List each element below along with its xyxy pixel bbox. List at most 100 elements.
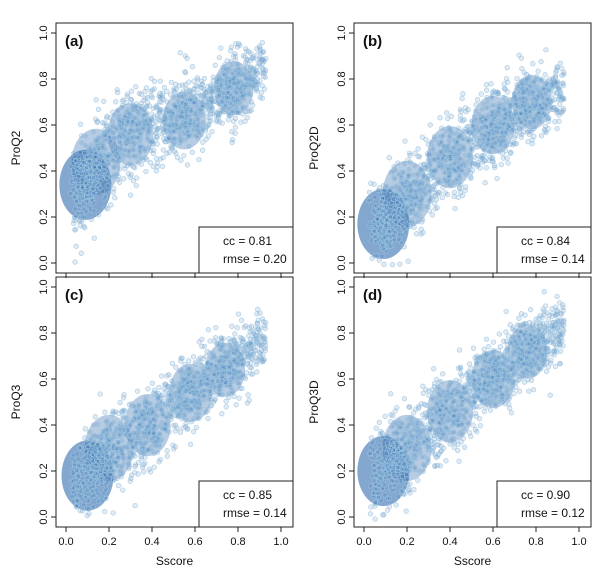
- scatter-point: [124, 99, 130, 106]
- scatter-point: [544, 97, 551, 103]
- scatter-point: [233, 402, 239, 408]
- scatter-point: [175, 107, 181, 114]
- scatter-point: [250, 55, 256, 61]
- scatter-point: [439, 194, 445, 201]
- scatter-point: [413, 231, 420, 237]
- scatter-point: [392, 176, 398, 182]
- scatter-point: [254, 79, 261, 86]
- scatter-point: [186, 358, 192, 364]
- scatter-point: [190, 127, 196, 134]
- scatter-point: [446, 166, 452, 172]
- scatter-point: [251, 330, 257, 336]
- scatter-point: [195, 135, 201, 141]
- scatter-point: [489, 93, 495, 100]
- scatter-point: [238, 317, 245, 323]
- scatter-point: [203, 93, 209, 99]
- scatter-point: [437, 159, 444, 165]
- scatter-point: [248, 323, 255, 329]
- scatter-point: [377, 185, 383, 191]
- scatter-point: [166, 122, 173, 128]
- scatter-point: [167, 413, 173, 419]
- scatter-point: [111, 164, 117, 171]
- scatter-point: [114, 151, 120, 157]
- scatter-point: [219, 411, 225, 417]
- scatter-point: [230, 86, 236, 92]
- scatter-point: [162, 421, 168, 427]
- scatter-point: [79, 218, 85, 225]
- scatter-point: [367, 511, 374, 517]
- scatter-point: [224, 74, 230, 81]
- y-tick-label: 0.2: [38, 463, 50, 478]
- scatter-point: [116, 179, 123, 185]
- scatter-point: [375, 187, 381, 194]
- scatter-point: [502, 148, 509, 154]
- scatter-point: [120, 487, 126, 493]
- scatter-point: [397, 261, 403, 267]
- scatter-point: [119, 470, 126, 476]
- scatter-point: [82, 495, 89, 501]
- scatter-point: [74, 467, 80, 473]
- scatter-point: [110, 510, 116, 516]
- scatter-point: [539, 105, 545, 112]
- scatter-point: [406, 150, 413, 156]
- scatter-point: [222, 66, 229, 72]
- scatter-point: [99, 145, 106, 151]
- scatter-point: [235, 354, 241, 360]
- scatter-point: [457, 117, 464, 123]
- scatter-point: [450, 136, 456, 143]
- scatter-point: [513, 125, 520, 131]
- scatter-point: [135, 134, 142, 141]
- scatter-point: [241, 348, 247, 355]
- scatter-point: [67, 163, 74, 169]
- scatter-point: [144, 424, 150, 430]
- scatter-point: [412, 150, 418, 156]
- scatter-point: [197, 362, 203, 368]
- scatter-point: [71, 194, 77, 201]
- scatter-point: [84, 453, 90, 459]
- scatter-point: [237, 86, 243, 92]
- scatter-point: [457, 106, 463, 113]
- scatter-point: [500, 155, 507, 161]
- scatter-point: [489, 108, 495, 114]
- scatter-point: [73, 158, 79, 164]
- scatter-point: [81, 160, 87, 166]
- scatter-point: [164, 453, 170, 459]
- scatter-point: [111, 134, 117, 141]
- y-tick-label: 1.0: [336, 25, 348, 40]
- scatter-point: [123, 419, 129, 425]
- scatter-point: [388, 203, 394, 210]
- scatter-point: [91, 164, 97, 170]
- scatter-point: [137, 148, 144, 155]
- scatter-point: [411, 195, 417, 201]
- scatter-point: [384, 183, 390, 189]
- scatter-point: [261, 57, 267, 63]
- scatter-point: [182, 53, 189, 59]
- scatter-point: [229, 62, 235, 68]
- scatter-point: [412, 188, 419, 194]
- scatter-point: [184, 402, 190, 408]
- scatter-point: [207, 388, 213, 394]
- scatter-point: [176, 394, 183, 400]
- scatter-point: [146, 144, 152, 151]
- scatter-point: [215, 378, 221, 384]
- scatter-point: [132, 502, 138, 509]
- scatter-point: [73, 243, 79, 249]
- scatter-point: [144, 135, 150, 142]
- scatter-point: [158, 125, 165, 131]
- scatter-point: [114, 158, 121, 164]
- scatter-point: [161, 117, 168, 123]
- scatter-point: [431, 156, 438, 162]
- scatter-point: [127, 432, 133, 438]
- scatter-point: [553, 107, 560, 113]
- scatter-point: [170, 408, 176, 414]
- scatter-point: [144, 103, 150, 109]
- scatter-point: [496, 124, 503, 131]
- scatter-point: [554, 64, 560, 71]
- scatter-point: [159, 163, 166, 170]
- scatter-point: [68, 177, 75, 184]
- scatter-point: [92, 154, 98, 160]
- scatter-point: [410, 172, 417, 178]
- scatter-point: [468, 146, 475, 152]
- scatter-point: [203, 136, 209, 142]
- scatter-point: [528, 129, 535, 135]
